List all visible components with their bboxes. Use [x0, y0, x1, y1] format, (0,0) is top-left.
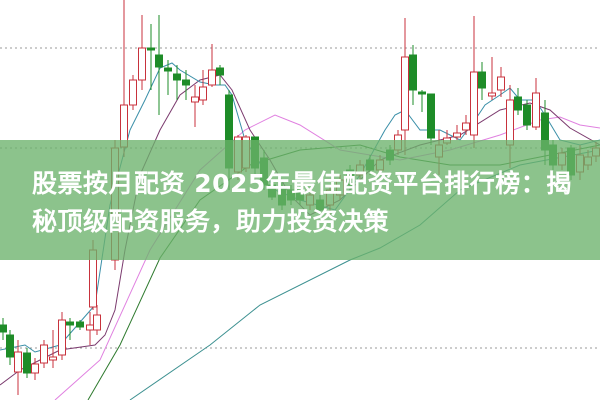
candle-body: [93, 314, 101, 331]
candle-body: [6, 334, 14, 358]
candle-body: [470, 71, 478, 136]
candle-body: [129, 79, 137, 106]
candle-body: [173, 73, 181, 81]
candle-body: [49, 356, 57, 361]
candle-body: [488, 92, 496, 97]
candle-body: [478, 71, 486, 89]
candle-body: [208, 69, 216, 86]
candle-body: [523, 104, 531, 126]
moving-average-line: [0, 74, 600, 386]
headline-text: 股票按月配资 2025年最佳配资平台排行榜：揭秘顶级配资服务，助力投资决策: [32, 169, 572, 236]
candle-body: [199, 86, 207, 101]
candle-body: [532, 92, 540, 128]
candle-body: [453, 132, 461, 138]
candle-body: [66, 321, 74, 326]
candle-body: [76, 321, 84, 328]
candle-body: [191, 96, 199, 103]
candle-body: [182, 79, 190, 86]
candle-body: [506, 99, 514, 146]
candle-body: [409, 54, 417, 91]
candle-body: [216, 67, 224, 76]
candle-body: [31, 363, 39, 374]
candle-body: [462, 122, 470, 131]
candle-body: [40, 344, 48, 364]
candle-body: [0, 324, 7, 333]
candle-body: [155, 54, 163, 68]
candle-body: [164, 67, 172, 72]
candle-body: [427, 93, 435, 139]
candle-body: [147, 47, 155, 51]
candle-body: [497, 76, 505, 91]
candle-body: [138, 47, 146, 81]
candle-body: [401, 56, 409, 131]
candle-body: [418, 91, 426, 95]
candle-body: [58, 319, 66, 356]
candle-body: [514, 96, 522, 111]
candle-body: [14, 351, 22, 373]
headline-banner: 股票按月配资 2025年最佳配资平台排行榜：揭秘顶级配资服务，助力投资决策: [0, 140, 600, 260]
candle-body: [23, 352, 31, 374]
candle-body: [86, 324, 94, 331]
